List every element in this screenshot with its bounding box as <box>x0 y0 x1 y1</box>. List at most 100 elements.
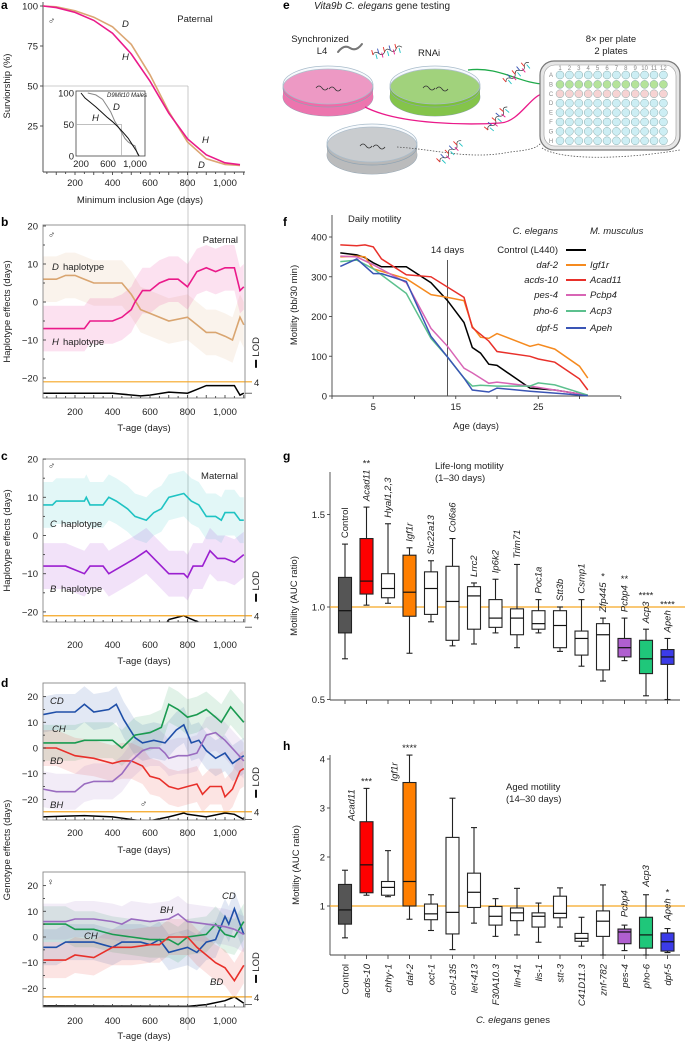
rna-base <box>450 151 455 156</box>
plate-well <box>565 136 574 146</box>
series-label: H <box>202 135 209 146</box>
x-tick-label: 600 <box>142 178 158 189</box>
chart-subtitle: (1–30 days) <box>435 473 485 484</box>
x-tick-label: 800 <box>180 407 196 418</box>
y-tick-label: 100 <box>311 352 327 363</box>
worm-icon <box>315 85 342 92</box>
y-axis-label: Motility (AUC ratio) <box>289 556 300 636</box>
legend-worm-gene: pes-4 <box>533 290 558 301</box>
plate-well <box>659 127 668 136</box>
x-axis-label: C. elegans genes <box>476 1015 550 1026</box>
y-tick-label: 300 <box>311 272 327 283</box>
legend-worm-gene: dpf-5 <box>536 323 558 334</box>
plate-well <box>593 70 602 80</box>
rna-base <box>448 145 454 150</box>
y-axis-label: Surviorship (%) <box>2 54 13 119</box>
x-tick-label: 15 <box>450 402 461 413</box>
legend-worm-gene: daf-2 <box>536 260 558 271</box>
plate-well <box>640 127 649 136</box>
significance-marker: *** <box>361 776 372 787</box>
plate-well <box>659 89 668 99</box>
plate-column-label: 9 <box>634 66 638 72</box>
rna-base <box>520 62 525 67</box>
mouse-gene-label: Acad11 <box>347 789 358 822</box>
rna-base <box>377 48 380 54</box>
day-14-label: 14 days <box>431 245 465 256</box>
box-oct-1 <box>423 903 439 921</box>
rna-base <box>491 117 497 122</box>
ci-band-H <box>43 245 244 352</box>
worm-gene-label: dpf-5 <box>663 963 674 985</box>
rna-backbone <box>372 45 403 56</box>
rna-base <box>521 68 526 73</box>
plate-well <box>649 108 659 117</box>
box-col-135 <box>445 836 460 935</box>
y-axis-label: Genotype effects (days) <box>2 800 13 901</box>
rna-strand-icon <box>502 62 531 85</box>
plate-well <box>593 117 602 127</box>
plate-row-label: A <box>549 73 553 79</box>
panel-label-e: e <box>283 0 290 12</box>
series-label-CD: CD <box>50 696 64 707</box>
lod-label: LOD <box>251 952 262 972</box>
box-Control <box>337 883 353 925</box>
rna-base <box>441 159 446 164</box>
mouse-gene-label: Igf1r <box>390 762 401 782</box>
x-axis-label: Minimum inclusion Age (days) <box>77 195 203 206</box>
plate-well <box>583 98 593 108</box>
gene-label: Acp3 <box>641 601 652 624</box>
plot-frame <box>42 682 246 821</box>
rna-base <box>517 72 522 77</box>
dish-lid <box>282 65 374 105</box>
plot-area <box>43 890 245 1007</box>
y-tick-label: 2 <box>320 853 325 864</box>
x-tick-label: 5 <box>371 402 376 413</box>
panel-annotation: Paternal <box>177 14 212 25</box>
y-tick-label: 50 <box>27 82 38 93</box>
x-tick-label: 400 <box>105 828 121 839</box>
rna-base <box>516 66 521 71</box>
chart-title: Aged motility <box>506 782 561 793</box>
plate-well <box>555 136 565 146</box>
y-tick-label: 20 <box>27 881 38 892</box>
plate-well <box>649 98 659 108</box>
x-tick-label: 1,000 <box>213 1016 237 1027</box>
chart-subtitle: (14–30 days) <box>506 794 561 805</box>
x-tick-label: 200 <box>67 828 83 839</box>
series-label-B: B <box>50 584 57 595</box>
rna-base <box>489 127 495 132</box>
legend-worm-gene: pho-6 <box>533 306 559 317</box>
y-tick-label: −20 <box>22 795 38 806</box>
plate-well <box>583 70 593 80</box>
panel-e-title-italic: Vita9b C. elegans <box>314 1 393 12</box>
plate-well <box>659 108 668 117</box>
plate-well <box>621 98 631 108</box>
survival-curve-D <box>43 5 241 167</box>
gene-label: Apeh <box>663 610 674 633</box>
box-Acad11 <box>359 537 374 595</box>
significance-marker: ** <box>621 574 629 585</box>
gene-label: Trim71 <box>512 530 523 559</box>
x-axis-label: T-age (days) <box>117 423 170 434</box>
series-label-CH: CH <box>52 724 66 735</box>
x-tick-label: 400 <box>105 640 121 651</box>
rna-base <box>398 47 401 53</box>
x-tick-label: 200 <box>67 640 83 651</box>
rna-base <box>505 108 510 113</box>
worm-gene-label: lin-41 <box>513 964 524 987</box>
box-znf-782 <box>595 910 611 937</box>
y-tick-label: 1 <box>320 902 325 913</box>
plate-well <box>593 127 602 136</box>
significance-marker: **** <box>402 743 417 754</box>
significance-marker: * <box>666 887 670 898</box>
plot-frame <box>42 458 246 623</box>
worm-gene-label: F30A10.3 <box>491 963 502 1005</box>
plate-well <box>574 98 584 108</box>
x-tick-label: 1,000 <box>213 640 237 651</box>
rna-strand-icon <box>483 106 510 132</box>
panel-label-b: b <box>1 215 8 229</box>
rna-base <box>502 77 507 83</box>
plate-row-label: E <box>549 111 553 117</box>
worm-gene-label: col-135 <box>448 963 459 995</box>
worm-gene-label: C41D11.3 <box>577 963 588 1006</box>
